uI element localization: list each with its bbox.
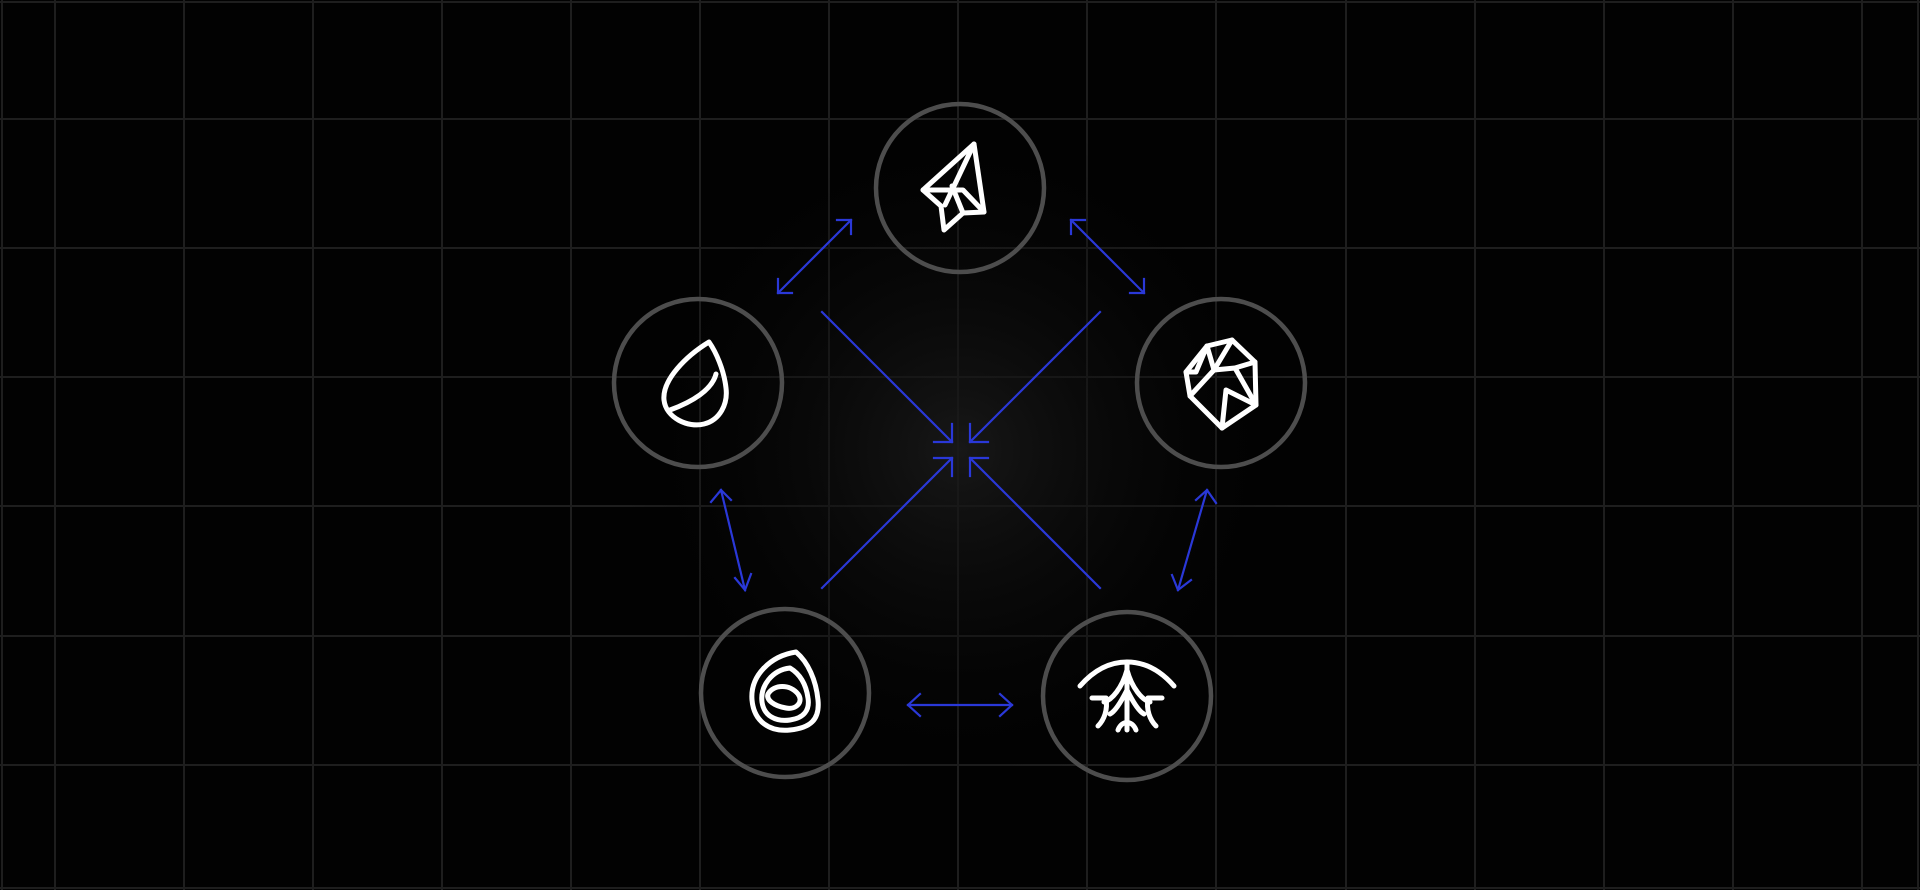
arrow-top-left	[776, 218, 853, 295]
crystal-gem-icon	[1183, 337, 1259, 431]
spoke-bottom-right	[968, 456, 1102, 590]
converging-arrows	[820, 310, 1102, 590]
arrow-left	[709, 488, 753, 593]
arrow-bottom	[906, 692, 1014, 718]
node-ring	[611, 296, 785, 470]
node-ring	[873, 101, 1047, 275]
arrow-right	[1170, 488, 1218, 592]
node-ring	[698, 606, 872, 780]
node-bottom-right	[1040, 609, 1214, 783]
spoke-top-right	[968, 310, 1102, 444]
spoke-top-left	[820, 310, 954, 444]
node-ring	[1040, 609, 1214, 783]
node-top	[873, 101, 1047, 275]
node-bottom-left	[698, 606, 872, 780]
leaf-drop-icon	[661, 339, 729, 428]
spoke-bottom-left	[820, 456, 954, 590]
perimeter-arrows	[709, 218, 1218, 718]
node-ring	[1134, 296, 1308, 470]
arrow-top-right	[1069, 218, 1146, 295]
paper-plane-icon	[920, 141, 987, 233]
root-sprout-icon	[1077, 659, 1177, 733]
node-right	[1134, 296, 1308, 470]
node-left	[611, 296, 785, 470]
swirl-stone-icon	[749, 649, 821, 733]
